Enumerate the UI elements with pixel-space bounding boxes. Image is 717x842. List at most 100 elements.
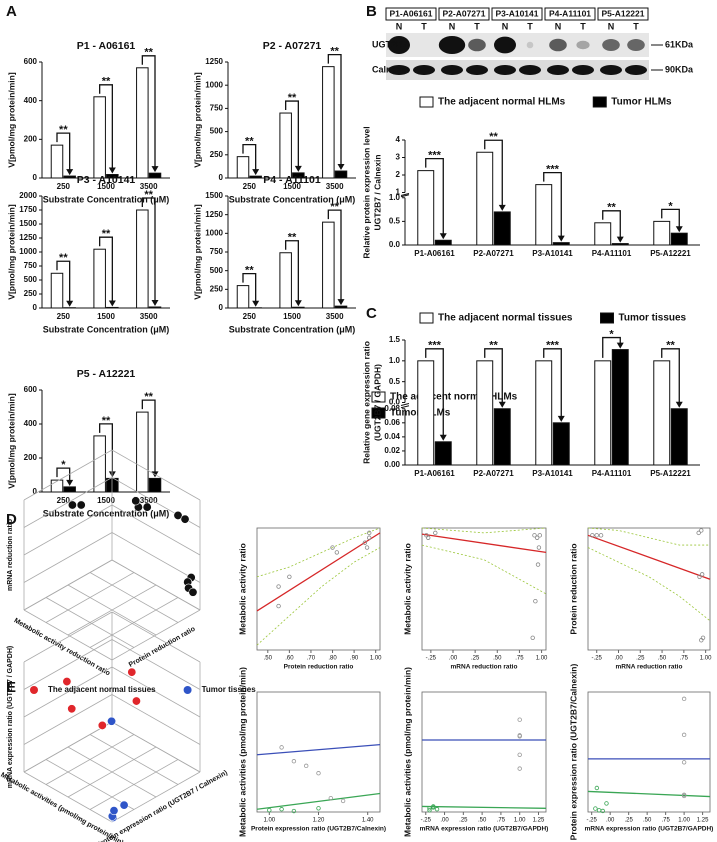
point (127, 667, 137, 677)
point (590, 533, 595, 538)
x-tick-label: .50 (264, 656, 273, 662)
y-tick-label: 750 (24, 261, 38, 270)
x-tick-label: P2-A07271 (473, 469, 514, 478)
y-tick-label: 1250 (205, 210, 223, 219)
point (107, 716, 117, 726)
x-tick-label: .00 (606, 818, 615, 824)
point (681, 760, 687, 765)
significance: *** (428, 150, 442, 162)
y-tick-label: 250 (24, 289, 38, 298)
legend-label: Tumor tissues (619, 313, 687, 324)
bar (148, 306, 162, 309)
bar (148, 477, 162, 493)
band (413, 65, 435, 75)
significance-bracket (56, 260, 71, 302)
lane-sub: T (580, 21, 586, 31)
bar (148, 172, 162, 179)
point (67, 704, 77, 714)
x-axis-label: Protein expression ratio (UGT2B7/Calnexi… (251, 826, 386, 833)
significance: ** (489, 340, 498, 352)
bar (434, 441, 452, 466)
y-axis-label: V[pmol/mg protein/min] (6, 72, 16, 168)
wall-grid (23, 666, 113, 718)
bar (653, 360, 671, 466)
point (681, 696, 687, 702)
y-tick-label: 0.02 (384, 446, 400, 455)
legend-swatch (592, 96, 607, 108)
arrowhead (675, 401, 683, 408)
x-axis-label: mRNA reduction ratio (451, 664, 518, 671)
y-tick-label: 1250 (205, 57, 223, 66)
bar (611, 243, 629, 246)
band (466, 65, 488, 75)
x-tick-label: -.25 (587, 818, 598, 824)
y-tick-label: 0 (33, 487, 38, 496)
size-label: 61KDa (665, 39, 694, 49)
x-tick-label: .00 (614, 656, 623, 662)
x-tick-label: .70 (307, 656, 316, 662)
x-tick-label: 1.00 (514, 818, 526, 824)
point (594, 533, 599, 538)
legend-swatch (183, 686, 192, 694)
wall-grid (111, 694, 201, 745)
lane-sub: N (502, 21, 509, 31)
significance-bracket (99, 84, 113, 169)
x-tick-label: .60 (285, 656, 294, 662)
y-tick-label: 0.5 (389, 216, 401, 225)
y-tick-label: 250 (210, 284, 224, 293)
fit-line (256, 527, 381, 578)
significance: ** (59, 124, 68, 136)
point (699, 638, 704, 643)
significance: * (668, 200, 673, 212)
blot-background (386, 60, 649, 80)
y-axis-label: V[pmol/mg protein/min] (192, 204, 202, 300)
arrowhead (108, 167, 116, 174)
bar (611, 349, 629, 466)
point (427, 807, 432, 813)
significance: ** (288, 92, 297, 104)
point (517, 734, 522, 739)
x-tick-label: 250 (57, 182, 71, 191)
y-axis-label: Metabolic activities (pmol/mg protein/mi… (402, 667, 412, 837)
x-tick-label: .50 (643, 818, 652, 824)
fit-line (421, 805, 547, 809)
axis-break (400, 194, 410, 198)
point (367, 535, 372, 540)
point (517, 717, 522, 722)
chart-title: P1 - A06161 (77, 40, 136, 52)
legend-swatch (600, 312, 614, 324)
x-tick-label: 250 (57, 496, 71, 505)
lane-sub: N (396, 21, 403, 31)
bar (106, 174, 119, 179)
significance-bracket (661, 208, 680, 228)
wall-grid (23, 694, 113, 745)
x-tick-label: P2-A07271 (473, 249, 514, 258)
bar (434, 239, 452, 246)
arrowhead (337, 164, 345, 171)
significance: ** (144, 391, 153, 403)
point (97, 720, 107, 730)
arrowhead (616, 236, 624, 243)
significance: ** (102, 76, 111, 88)
point (279, 745, 284, 750)
bar (236, 285, 250, 309)
x-tick-label: 1500 (283, 312, 301, 321)
bar (334, 170, 348, 179)
y-axis-label: Metabolic activities (pmol/mg protein/mi… (237, 667, 247, 837)
x-tick-label: .75 (515, 656, 524, 662)
y-tick-label: 1500 (205, 191, 223, 200)
fit-line (587, 790, 711, 798)
point (681, 792, 687, 798)
bar (493, 408, 511, 466)
arrowhead (151, 299, 159, 306)
lane-box (597, 7, 649, 21)
x-tick-label: 1.25 (533, 818, 545, 824)
lane-box (491, 7, 543, 21)
fit-line (256, 547, 381, 646)
point (537, 533, 542, 538)
significance-bracket (285, 100, 299, 167)
bar (670, 232, 688, 246)
y-tick-label: 0.0 (389, 240, 401, 249)
lane-box (438, 7, 490, 21)
fit-line (587, 527, 710, 546)
